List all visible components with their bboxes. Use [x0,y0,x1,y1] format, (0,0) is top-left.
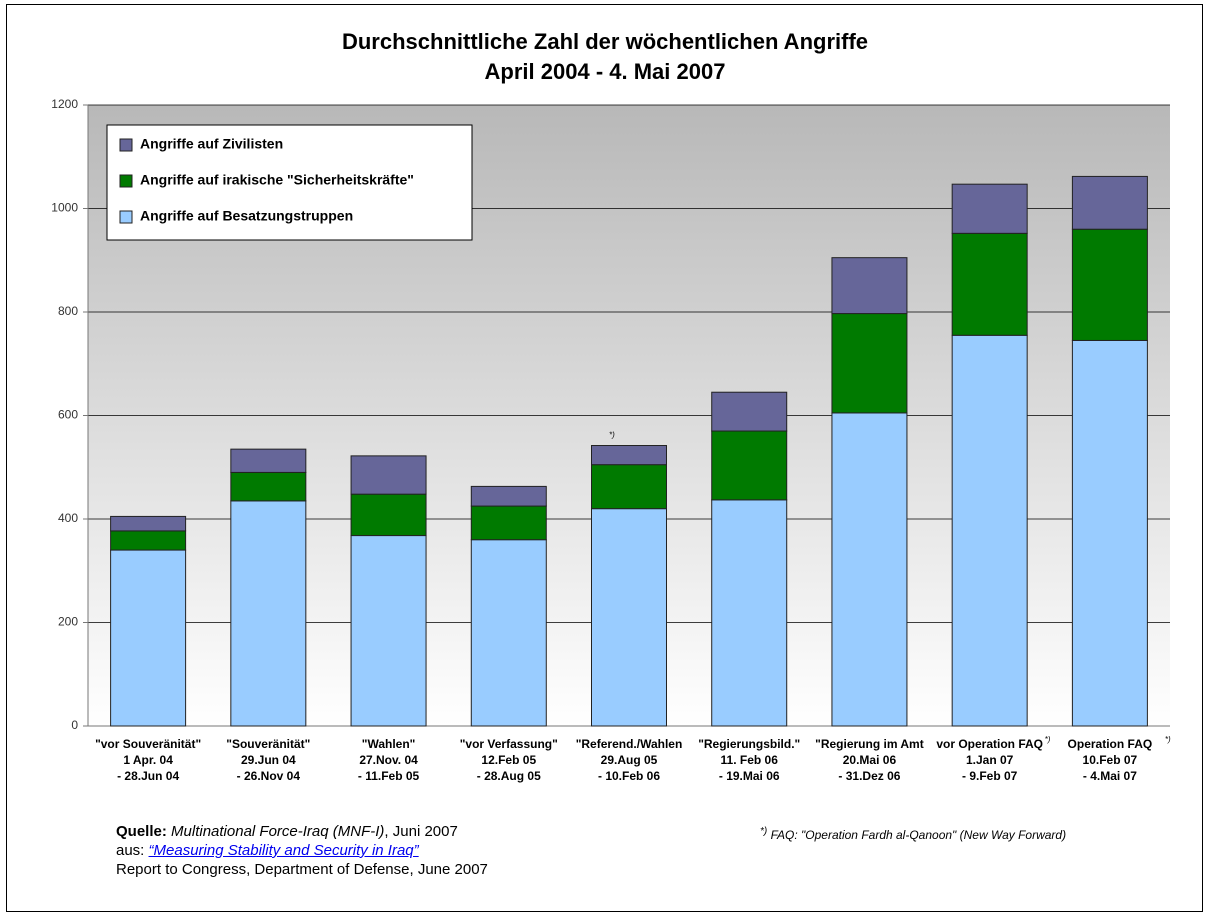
x-tick-label: 27.Nov. 04 [359,753,418,767]
y-tick-label: 400 [58,511,78,525]
x-tick-label: Operation FAQ [1068,737,1153,751]
bar-segment [1071,228,1148,341]
x-tick-label: 20.Mai 06 [843,753,897,767]
footnote-marker: *) [1165,735,1171,744]
x-tick-label: 12.Feb 05 [481,753,536,767]
bar-segment [711,391,788,432]
bar-segment [230,448,307,473]
x-tick-label: - 31.Dez 06 [838,769,900,783]
y-tick-label: 200 [58,615,78,629]
bar-segment [470,505,547,541]
footnote-marker: *) [609,431,615,440]
x-tick-label: "Souveränität" [226,737,310,751]
bar-segment [831,257,908,315]
bar-segment [110,515,187,532]
bar-segment [230,500,307,727]
x-tick-label: - 4.Mai 07 [1083,769,1137,783]
bar-segment [831,313,908,414]
x-tick-label: 1 Apr. 04 [123,753,173,767]
bar-segment [711,430,788,501]
x-tick-label: - 11.Feb 05 [358,769,420,783]
x-tick-label: - 28.Aug 05 [477,769,541,783]
x-tick-label: 29.Jun 04 [241,753,296,767]
bar-segment [591,445,667,466]
bar-segment [470,539,547,727]
footnote-text: FAQ: "Operation Fardh al-Qanoon" (New Wa… [770,828,1067,842]
bar-segment [110,549,187,727]
bar-segment [110,530,187,551]
bar-segment [230,471,307,502]
y-tick-label: 800 [58,304,78,318]
x-tick-label: - 26.Nov 04 [237,769,301,783]
x-tick-label: 11. Feb 06 [721,753,779,767]
x-tick-label: "vor Verfassung" [460,737,558,751]
y-tick-label: 0 [71,718,78,732]
footnote: *) FAQ: "Operation Fardh al-Qanoon" (New… [760,822,1066,845]
bar-segment [831,412,908,727]
bar-segment [711,499,788,727]
frame [6,4,1203,912]
chart-subtitle: April 2004 - 4. Mai 2007 [485,59,726,84]
bar-segment [951,183,1028,234]
x-tick-label: 1.Jan 07 [966,753,1014,767]
y-tick-label: 600 [58,408,78,422]
chart-title: Durchschnittliche Zahl der wöchentlichen… [342,29,868,54]
x-tick-label: vor Operation FAQ [936,737,1043,751]
bar-segment [470,485,547,507]
legend-swatch [119,210,133,224]
source-date: , Juni 2007 [384,823,458,840]
legend-swatch [119,138,133,152]
source-org: Multinational Force-Iraq (MNF-I) [171,823,385,840]
x-tick-label: 10.Feb 07 [1083,753,1138,767]
bar-segment [1071,339,1148,727]
footnote-marker: *) [1045,735,1051,744]
x-tick-label: 29.Aug 05 [601,753,658,767]
x-tick-label: - 28.Jun 04 [117,769,179,783]
legend [106,124,473,241]
bar-segment [350,535,427,727]
bar-segment [350,455,427,495]
x-tick-label: "Regierung im Amt [815,737,924,751]
source-from: aus: [116,842,149,859]
bar-segment [1071,175,1148,230]
x-tick-label: "Referend./Wahlen [576,737,683,751]
x-tick-label: - 19.Mai 06 [719,769,780,783]
legend-label: Angriffe auf Besatzungstruppen [140,208,353,224]
x-tick-label: - 10.Feb 06 [598,769,660,783]
legend-label: Angriffe auf irakische "Sicherheitskräft… [140,172,414,188]
bar-segment [951,232,1028,336]
x-tick-label: "Wahlen" [362,737,416,751]
x-tick-label: "vor Souveränität" [95,737,201,751]
source-report: Report to Congress, Department of Defens… [116,861,488,878]
source-link[interactable]: “Measuring Stability and Security in Ira… [148,842,419,859]
source-label: Quelle: [116,823,167,840]
source: Quelle: Multinational Force-Iraq (MNF-I)… [116,822,488,879]
bar-segment [591,508,667,727]
legend-label: Angriffe auf Zivilisten [140,136,283,152]
x-tick-label: - 9.Feb 07 [962,769,1018,783]
legend-swatch [119,174,133,188]
footnote-marker: *) [760,826,768,837]
bar-segment [951,334,1028,727]
x-tick-label: "Regierungsbild." [698,737,800,751]
bar-segment [591,464,667,510]
bar-segment [350,493,427,537]
y-tick-label: 1200 [51,97,78,111]
y-tick-label: 1000 [51,201,78,215]
